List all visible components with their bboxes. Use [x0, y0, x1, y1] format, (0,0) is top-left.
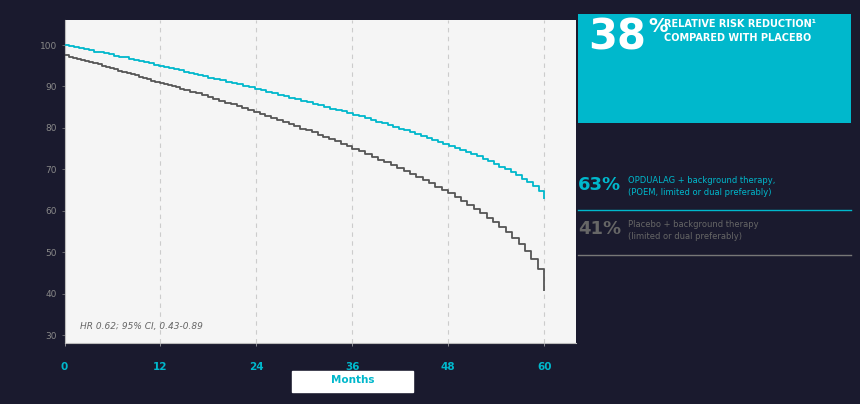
Text: 24: 24	[249, 362, 264, 372]
Text: Placebo + background therapy
(limited or dual preferably): Placebo + background therapy (limited or…	[628, 220, 759, 241]
Text: %: %	[648, 17, 668, 36]
Text: 0: 0	[61, 362, 68, 372]
Text: 38: 38	[588, 16, 646, 58]
Text: OPDUALAG + background therapy,
(POEM, limited or dual preferably): OPDUALAG + background therapy, (POEM, li…	[628, 176, 775, 196]
Text: HR 0.62; 95% CI, 0.43-0.89: HR 0.62; 95% CI, 0.43-0.89	[81, 322, 203, 331]
Text: Months: Months	[330, 375, 374, 385]
Text: 41%: 41%	[578, 220, 621, 238]
Text: 63%: 63%	[578, 176, 621, 194]
Text: 60: 60	[537, 362, 551, 372]
Text: 48: 48	[441, 362, 456, 372]
Text: RELATIVE RISK REDUCTION¹
COMPARED WITH PLACEBO: RELATIVE RISK REDUCTION¹ COMPARED WITH P…	[664, 19, 816, 43]
Text: 36: 36	[345, 362, 359, 372]
Text: 12: 12	[153, 362, 168, 372]
